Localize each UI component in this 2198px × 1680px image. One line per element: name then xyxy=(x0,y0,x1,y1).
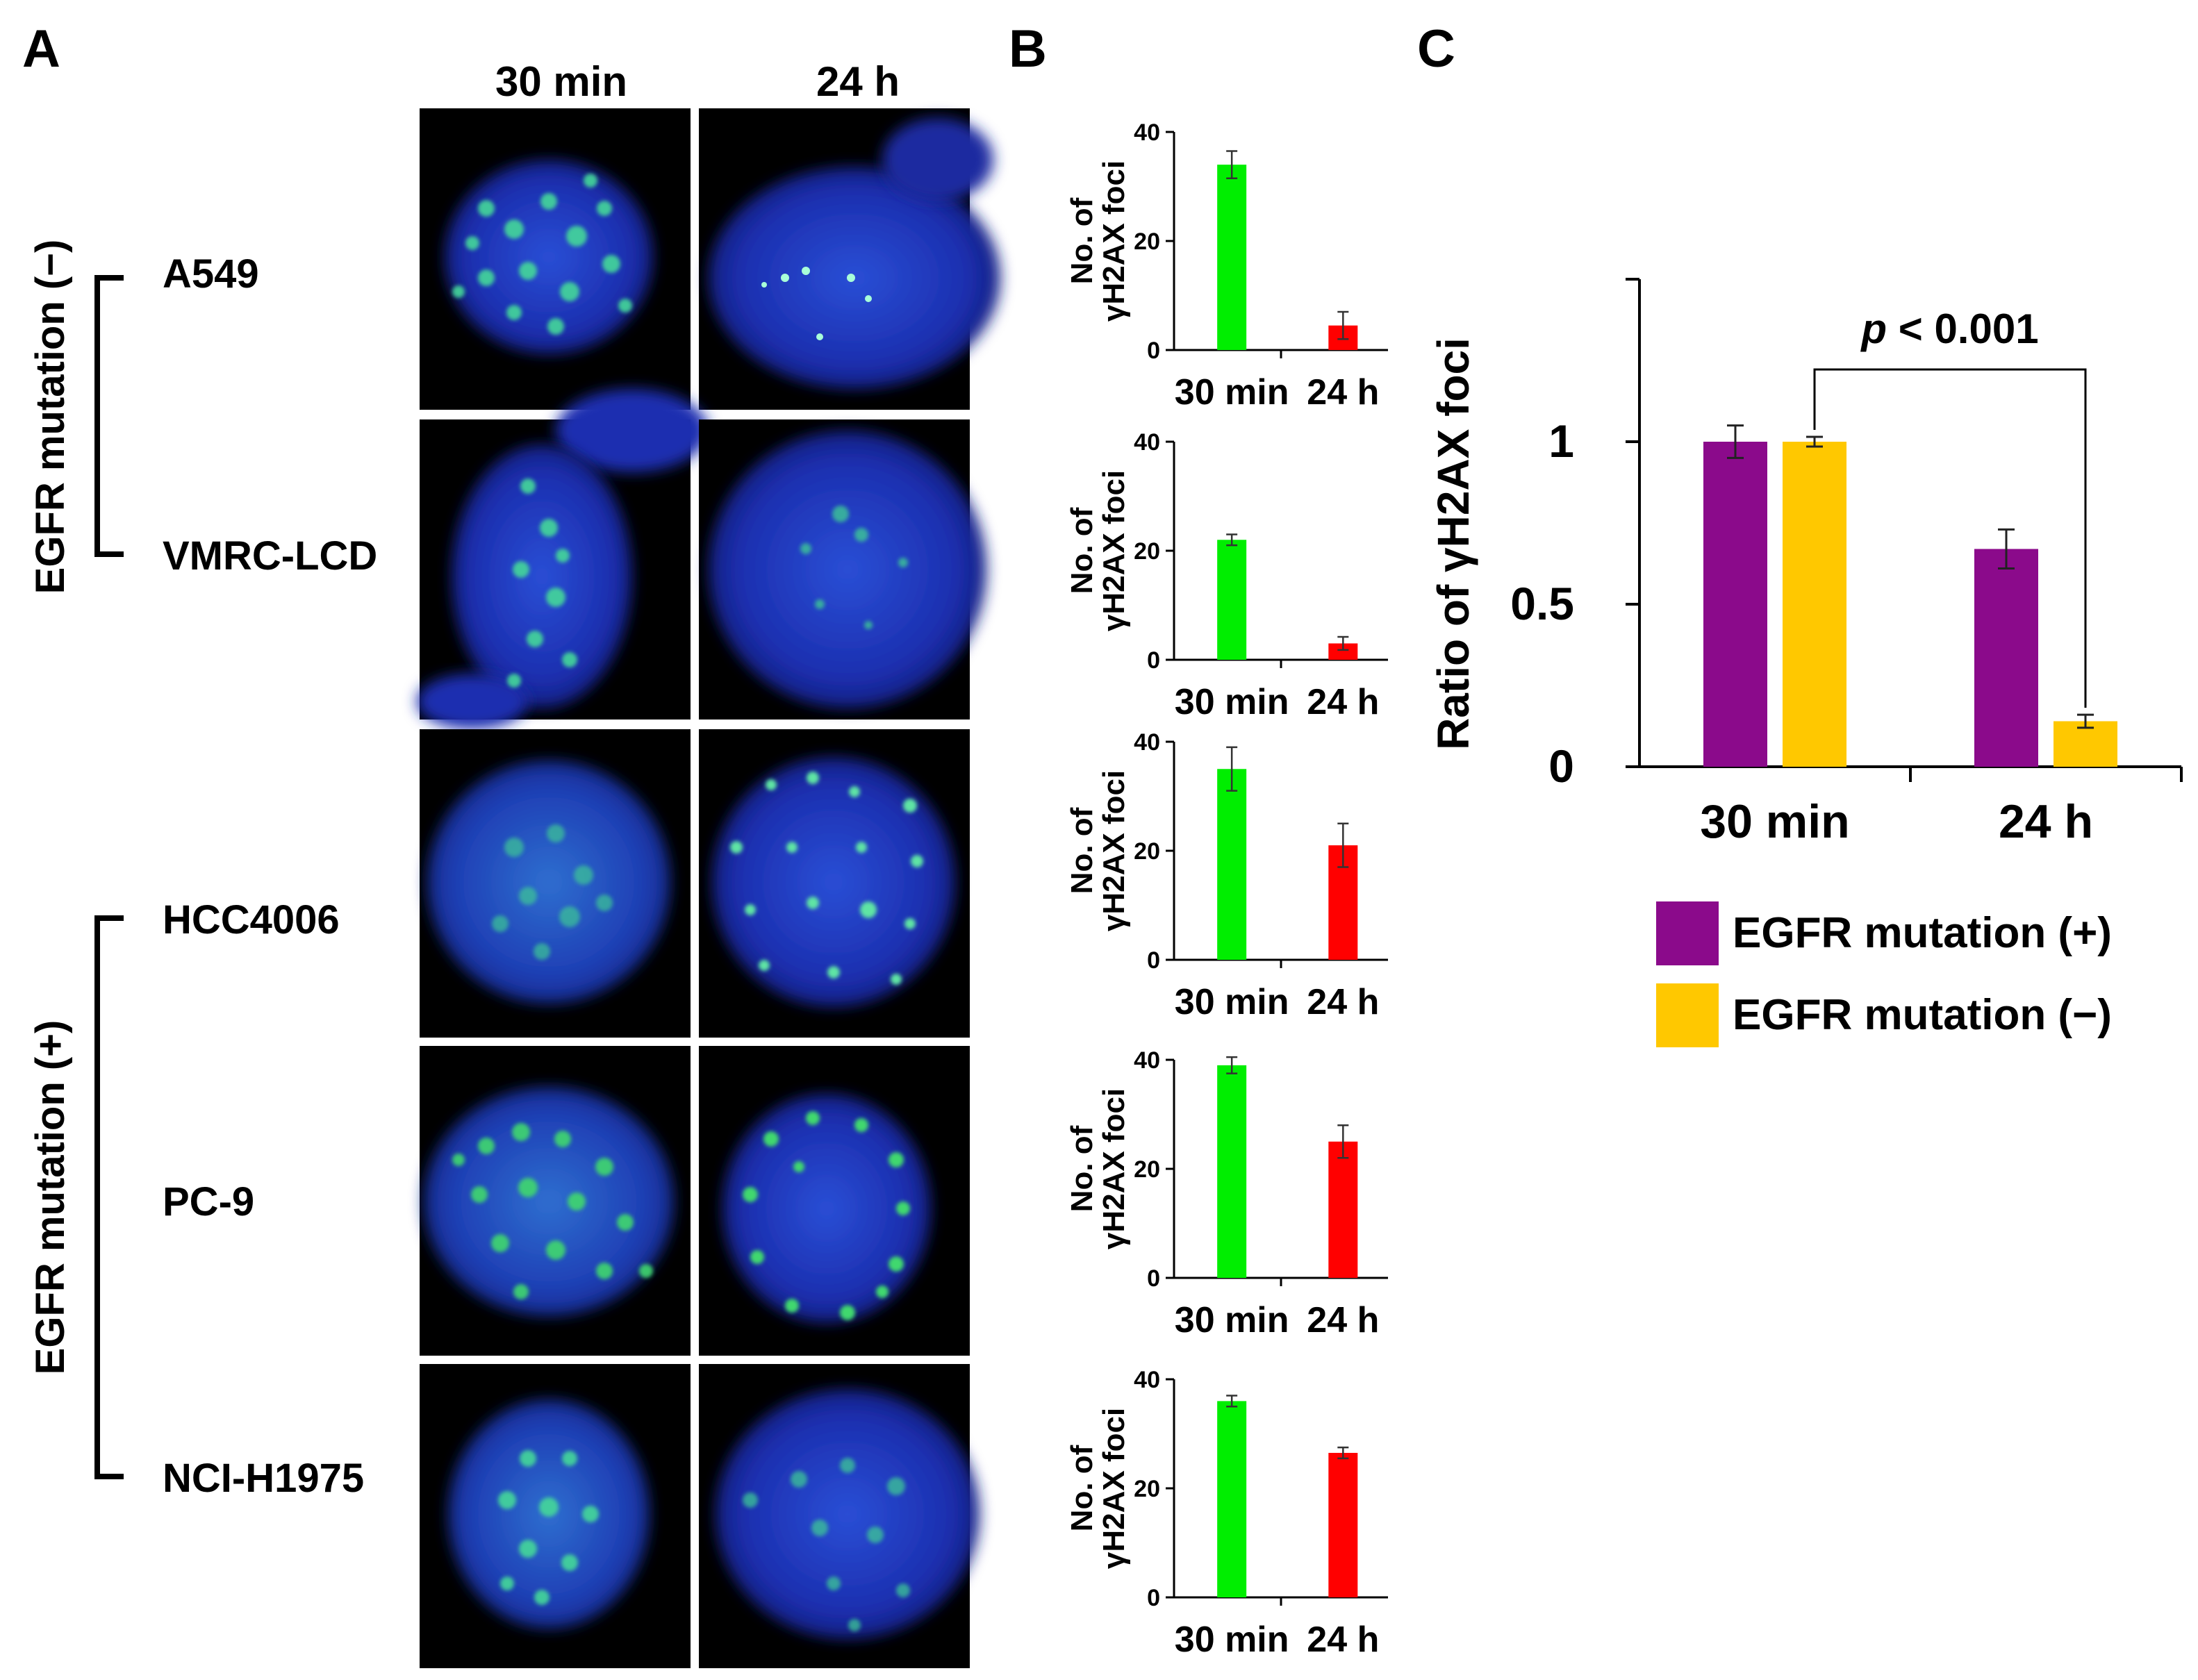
row-label-nci-h1975: NCI-H1975 xyxy=(163,1456,364,1501)
mini-y-tick-label: 20 xyxy=(1134,1156,1160,1183)
panel-c-label: C xyxy=(1417,19,1455,78)
row-label-a549: A549 xyxy=(163,251,259,297)
mini-y-tick-label: 40 xyxy=(1134,119,1160,146)
mini-category-label: 24 h xyxy=(1307,1620,1379,1660)
bar-c-egfr-mutation-30-min xyxy=(1783,442,1846,767)
bar-nci-h1975-30-min xyxy=(1217,1401,1247,1597)
bar-c-egfr-mutation-24-h xyxy=(1974,549,2038,767)
group-bracket-negative xyxy=(94,275,124,557)
bar-vmrc-lcd-30-min xyxy=(1217,540,1247,660)
p-threshold: < 0.001 xyxy=(1887,306,2039,352)
mini-category-label: 30 min xyxy=(1175,1620,1289,1660)
micrograph-vmrc-lcd-30min xyxy=(417,389,709,729)
mini-y-tick-label: 40 xyxy=(1134,1367,1160,1393)
mini-y-tick-label: 40 xyxy=(1134,429,1160,456)
micrograph-vmrc-lcd-24h xyxy=(699,419,986,720)
micrograph-hcc4006-24h xyxy=(699,729,970,1038)
panel-a-label: A xyxy=(22,19,60,78)
mini-category-label: 30 min xyxy=(1175,982,1289,1022)
mini-y-axis-label-line2: γH2AX foci xyxy=(1097,1088,1131,1249)
mini-y-tick-label: 40 xyxy=(1134,1047,1160,1074)
c-y-tick-label: 1 xyxy=(1548,415,1574,467)
group-bracket-positive xyxy=(94,915,124,1479)
row-label-vmrc-lcd: VMRC-LCD xyxy=(163,533,377,579)
micrograph-a549-24h xyxy=(699,108,1000,410)
mini-y-tick-label: 40 xyxy=(1134,729,1160,756)
mini-category-label: 30 min xyxy=(1175,1300,1289,1340)
mini-y-tick-label: 0 xyxy=(1147,338,1160,364)
mini-category-label: 24 h xyxy=(1307,982,1379,1022)
mini-category-label: 30 min xyxy=(1175,372,1289,413)
mini-y-axis-label-line1: No. of xyxy=(1065,807,1099,894)
panel-b-label: B xyxy=(1009,19,1047,78)
c-legend: EGFR mutation (+) EGFR mutation (−) xyxy=(1656,901,2112,1047)
bar-c-egfr-mutation-30-min xyxy=(1703,442,1767,767)
micrograph-nci-h1975-24h xyxy=(699,1364,980,1668)
bar-a549-30-min xyxy=(1217,165,1247,350)
group-label-negative: EGFR mutation (−) xyxy=(28,240,73,594)
bar-nci-h1975-24-h xyxy=(1328,1452,1358,1597)
micrograph-pc9-24h xyxy=(699,1046,970,1356)
mini-category-label: 30 min xyxy=(1175,682,1289,722)
micrograph-nci-h1975-30min xyxy=(420,1364,691,1668)
mini-y-tick-label: 0 xyxy=(1147,647,1160,674)
legend-label-egfr-mutation: EGFR mutation (−) xyxy=(1733,991,2112,1039)
bar-c-egfr-mutation-24-h xyxy=(2054,721,2117,767)
micrograph-a549-30min xyxy=(420,108,691,410)
group-label-positive: EGFR mutation (+) xyxy=(28,1020,73,1375)
p-value-annotation: p < 0.001 xyxy=(1860,306,2038,352)
bar-vmrc-lcd-24-h xyxy=(1328,643,1358,660)
bar-pc-9-24-h xyxy=(1328,1141,1358,1278)
c-category-label: 24 h xyxy=(1999,795,2093,848)
micrograph-hcc4006-30min xyxy=(420,729,691,1038)
p-letter: p xyxy=(1860,306,1887,352)
c-category-label: 30 min xyxy=(1700,795,1849,848)
legend-swatch-egfr-mutation xyxy=(1656,901,1719,965)
micrograph-pc9-30min xyxy=(420,1046,691,1356)
legend-swatch-egfr-mutation xyxy=(1656,983,1719,1047)
mini-y-axis-label-line1: No. of xyxy=(1065,507,1099,594)
mini-y-axis-label-line2: γH2AX foci xyxy=(1097,1408,1131,1569)
mini-y-axis-label-line1: No. of xyxy=(1065,197,1099,284)
bar-hcc4006-30-min xyxy=(1217,769,1247,960)
mini-y-tick-label: 20 xyxy=(1134,1476,1160,1502)
c-y-tick-label: 0.5 xyxy=(1510,578,1574,629)
mini-y-tick-label: 0 xyxy=(1147,1265,1160,1292)
c-y-axis-label: Ratio of γH2AX foci xyxy=(1428,338,1478,750)
mini-category-label: 24 h xyxy=(1307,1300,1379,1340)
legend-label-egfr-mutation: EGFR mutation (+) xyxy=(1733,909,2112,957)
column-header-24h: 24 h xyxy=(816,58,900,105)
mini-y-tick-label: 0 xyxy=(1147,1585,1160,1611)
mini-y-tick-label: 20 xyxy=(1134,228,1160,255)
mini-y-tick-label: 20 xyxy=(1134,838,1160,865)
mini-y-axis-label-line2: γH2AX foci xyxy=(1097,160,1131,322)
mini-y-axis-label-line1: No. of xyxy=(1065,1125,1099,1212)
mini-y-axis-label-line2: γH2AX foci xyxy=(1097,470,1131,631)
significance-bracket xyxy=(1813,368,2087,708)
mini-y-tick-label: 20 xyxy=(1134,538,1160,565)
mini-y-axis-label-line2: γH2AX foci xyxy=(1097,770,1131,931)
c-y-tick-label: 0 xyxy=(1548,740,1574,792)
mini-category-label: 24 h xyxy=(1307,372,1379,413)
column-header-30min: 30 min xyxy=(495,58,627,105)
row-label-pc9: PC-9 xyxy=(163,1179,254,1224)
mini-y-tick-label: 0 xyxy=(1147,947,1160,974)
mini-category-label: 24 h xyxy=(1307,682,1379,722)
mini-y-axis-label-line1: No. of xyxy=(1065,1445,1099,1531)
panel-c-chart: 0 0.5 1 30 min 24 h Ratio of γH2AX foci p < 0.… xyxy=(1428,278,2183,1047)
bar-pc-9-30-min xyxy=(1217,1065,1247,1278)
row-label-hcc4006: HCC4006 xyxy=(163,897,340,942)
